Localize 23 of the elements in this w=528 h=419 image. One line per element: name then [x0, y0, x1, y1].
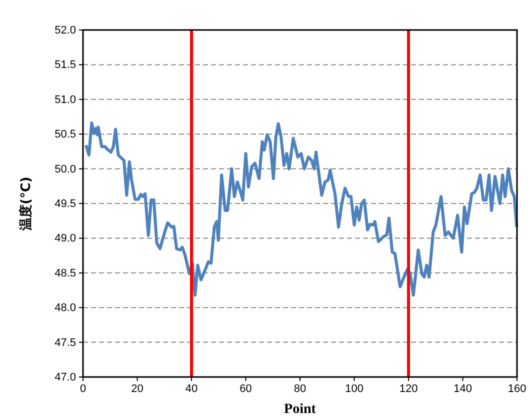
x-axis-title: Point — [284, 402, 316, 417]
y-tick-label: 51.5 — [54, 59, 76, 72]
x-tick-label: 20 — [131, 382, 144, 395]
line-series — [84, 121, 518, 297]
y-tick-label: 47.0 — [54, 372, 76, 384]
y-tick-label: 52.0 — [54, 24, 76, 37]
y-tick-label: 50.5 — [54, 128, 76, 141]
y-tick-label: 47.5 — [54, 336, 76, 349]
y-tick-label: 49.0 — [54, 232, 76, 245]
y-axis-title: 温度(℃) — [18, 176, 34, 232]
y-tick-label: 48.5 — [54, 267, 76, 280]
x-tick-label: 100 — [345, 382, 364, 395]
x-tick-label: 140 — [454, 382, 472, 395]
y-tick-label: 49.5 — [54, 198, 76, 210]
x-tick-label: 120 — [399, 382, 418, 395]
y-tick-label: 48.0 — [54, 302, 76, 314]
y-tick-label: 51.0 — [54, 94, 76, 106]
x-tick-label: 80 — [294, 382, 306, 395]
x-tick-label: 160 — [508, 382, 526, 395]
y-tick-label: 50.0 — [54, 163, 76, 176]
x-tick-label: 60 — [240, 382, 252, 395]
x-tick-label: 0 — [80, 382, 86, 395]
x-tick-label: 40 — [185, 382, 198, 395]
